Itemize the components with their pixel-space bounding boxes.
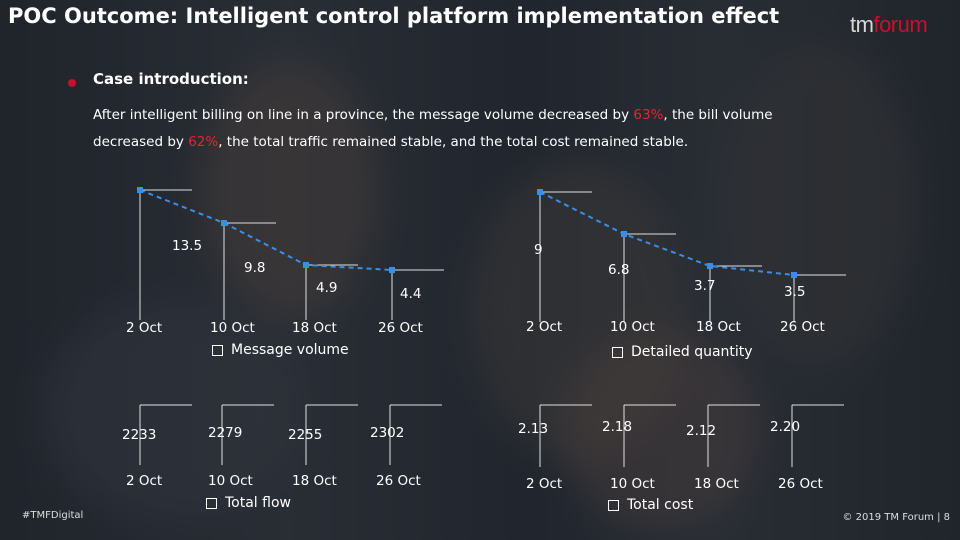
chart-detailed-quantity: 9 6.8 3.7 3.5 2 Oct 10 Oct 18 Oct 26 Oct Detaile… xyxy=(490,180,850,366)
value-frame xyxy=(223,222,276,320)
data-point xyxy=(137,187,143,193)
x-tick-label: 2 Oct xyxy=(126,320,163,336)
data-label: 2.18 xyxy=(602,419,633,435)
legend: Message volume xyxy=(212,342,349,358)
x-tick-label: 18 Oct xyxy=(292,320,337,336)
x-tick-label: 10 Oct xyxy=(210,320,255,336)
data-label: 9 xyxy=(534,242,543,258)
chart-svg xyxy=(137,187,444,320)
x-tick-label: 26 Oct xyxy=(778,476,823,492)
case-heading: Case introduction: xyxy=(93,70,249,88)
value-frame xyxy=(139,404,192,465)
value-frame xyxy=(793,274,846,322)
data-point xyxy=(791,272,797,278)
x-tick-label: 2 Oct xyxy=(126,473,163,489)
data-point xyxy=(707,263,713,269)
chart-total-cost: 2.13 2.18 2.12 2.20 2 Oct 10 Oct 18 Oct 26 Oct T… xyxy=(490,395,850,519)
x-tick-label: 26 Oct xyxy=(378,320,423,336)
value-frame xyxy=(389,404,442,465)
value-frame xyxy=(391,269,444,320)
chart-svg xyxy=(539,404,844,467)
series-line xyxy=(139,189,393,271)
data-point xyxy=(621,231,627,237)
data-label: 3.7 xyxy=(694,278,716,294)
data-label: 2302 xyxy=(370,425,405,441)
legend-marker-icon xyxy=(212,344,223,356)
legend-label: Total cost xyxy=(627,497,694,513)
data-point xyxy=(537,189,543,195)
x-tick-label: 10 Oct xyxy=(610,476,655,492)
value-frame xyxy=(221,404,274,465)
x-tick-label: 10 Oct xyxy=(208,473,253,489)
value-frame xyxy=(709,265,762,322)
bill-decrease-pct: 62% xyxy=(188,134,219,150)
x-tick-label: 10 Oct xyxy=(610,319,655,335)
x-tick-label: 26 Oct xyxy=(376,473,421,489)
chart-total-flow: 2233 2279 2255 2302 2 Oct 10 Oct 18 Oct 26 Oct T… xyxy=(92,395,452,517)
chart-message-volume: 13.5 9.8 4.9 4.4 2 Oct 10 Oct 18 Oct 26 Oct Mess… xyxy=(92,180,452,364)
data-label: 2.13 xyxy=(518,421,549,437)
data-label: 2279 xyxy=(208,425,243,441)
data-label: 9.8 xyxy=(244,260,266,276)
legend-label: Detailed quantity xyxy=(631,344,753,360)
value-frame xyxy=(707,404,760,467)
series-line xyxy=(539,191,795,276)
tmforum-logo: tmforum xyxy=(850,12,928,37)
data-label: 13.5 xyxy=(172,238,203,254)
data-label: 4.9 xyxy=(316,280,338,296)
legend-marker-icon xyxy=(206,497,217,509)
legend-marker-icon xyxy=(612,346,623,358)
legend: Total flow xyxy=(206,495,291,511)
message-decrease-pct: 63% xyxy=(633,107,664,123)
data-label: 2255 xyxy=(288,427,323,443)
legend: Detailed quantity xyxy=(612,344,753,360)
chart-svg xyxy=(139,404,442,465)
x-tick-label: 18 Oct xyxy=(292,473,337,489)
legend-label: Message volume xyxy=(231,342,349,358)
x-tick-label: 18 Oct xyxy=(696,319,741,335)
data-label: 6.8 xyxy=(608,262,630,278)
value-frame xyxy=(791,404,844,467)
data-label: 2233 xyxy=(122,427,157,443)
value-frame xyxy=(623,404,676,467)
page-title: POC Outcome: Intelligent control platfor… xyxy=(8,4,780,28)
value-frame xyxy=(305,404,358,465)
data-point xyxy=(389,267,395,273)
hashtag: #TMFDigital xyxy=(22,510,84,521)
data-label: 2.12 xyxy=(686,423,717,439)
value-frame xyxy=(539,191,592,322)
data-point xyxy=(221,220,227,226)
x-tick-label: 18 Oct xyxy=(694,476,739,492)
value-frame xyxy=(539,404,592,467)
x-tick-label: 26 Oct xyxy=(780,319,825,335)
data-point xyxy=(303,262,309,268)
x-tick-label: 2 Oct xyxy=(526,319,563,335)
data-label: 2.20 xyxy=(770,419,801,435)
x-tick-label: 2 Oct xyxy=(526,476,563,492)
value-frame xyxy=(139,189,192,320)
data-label: 3.5 xyxy=(784,284,806,300)
legend: Total cost xyxy=(608,497,693,513)
bullet-icon xyxy=(68,79,76,87)
chart-svg xyxy=(537,189,846,322)
value-frame xyxy=(623,233,676,322)
case-intro: After intelligent billing on line in a p… xyxy=(93,107,773,150)
data-label: 4.4 xyxy=(400,286,422,302)
legend-marker-icon xyxy=(608,499,619,511)
legend-label: Total flow xyxy=(225,495,291,511)
copyright: © 2019 TM Forum | 8 xyxy=(842,512,950,523)
